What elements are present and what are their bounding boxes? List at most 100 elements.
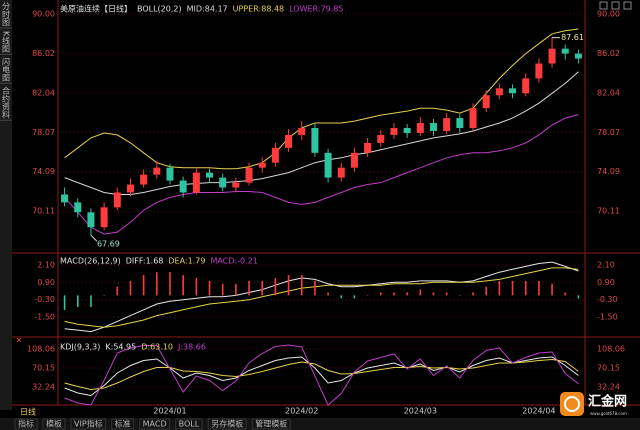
histogram-bar: [472, 292, 474, 296]
y-tick-label: 70.15: [32, 363, 55, 372]
panel-title: 美原油连续【日线】: [60, 4, 132, 14]
histogram-bar: [116, 286, 119, 296]
bottom-tab[interactable]: MACD: [143, 420, 167, 429]
window-button[interactable]: [599, 1, 608, 10]
window-button[interactable]: [611, 1, 620, 10]
candle-body: [495, 88, 503, 96]
histogram-bar: [156, 272, 158, 296]
bottom-tab[interactable]: 标准: [115, 419, 131, 429]
period-label[interactable]: 日线: [20, 407, 36, 417]
series-line: [64, 356, 579, 397]
histogram-bar: [485, 286, 487, 296]
x-tick-label: 2024/01: [153, 407, 186, 416]
y-tick-label: 86.02: [32, 49, 55, 58]
x-tick-label: 2024/02: [285, 407, 318, 416]
extreme-pointer: [90, 234, 98, 242]
y-tick-label: 2.10: [597, 260, 615, 269]
bottom-tab[interactable]: 模板: [46, 419, 62, 429]
close-icon[interactable]: [16, 337, 22, 343]
histogram-bar: [208, 280, 211, 296]
tab-frame: [207, 418, 247, 430]
histogram-bar: [511, 280, 514, 296]
histogram-bar: [445, 292, 448, 296]
y-tick-label: 78.07: [597, 128, 620, 137]
y-tick-label: 2.10: [37, 260, 55, 269]
y-tick-label: 74.09: [32, 167, 55, 176]
y-tick-label: 86.02: [597, 49, 620, 58]
candle-body: [166, 167, 174, 181]
y-tick-label: 70.11: [32, 207, 55, 216]
histogram-bar: [300, 275, 303, 296]
series-line: [64, 358, 579, 391]
histogram-bar: [551, 283, 553, 296]
series-line: [64, 344, 579, 406]
candle-body: [522, 78, 530, 94]
histogram-bar: [63, 295, 66, 310]
candle-body: [87, 212, 95, 228]
candle-body: [61, 194, 69, 203]
bottom-tab[interactable]: BOLL: [179, 420, 200, 429]
candle-body: [390, 127, 398, 135]
y-tick-label: 32.24: [32, 382, 55, 391]
low-label: 67.69: [97, 240, 120, 249]
candle-body: [509, 88, 517, 94]
tab-frame: [175, 418, 203, 430]
candle-body: [324, 152, 332, 178]
legend-entry: LOWER:79.85: [289, 5, 343, 14]
bottom-tab[interactable]: 另存模板: [211, 419, 243, 429]
y-tick-label: 70.11: [597, 207, 620, 216]
histogram-bar: [577, 295, 580, 299]
candle-body: [469, 108, 477, 128]
histogram-bar: [103, 295, 105, 296]
candle-body: [548, 48, 556, 64]
y-tick-label: -0.30: [34, 295, 55, 304]
y-tick-label: 74.09: [597, 167, 620, 176]
y-tick-label: 70.15: [597, 363, 620, 372]
y-tick-label: 78.07: [32, 128, 55, 137]
candle-body: [285, 134, 293, 148]
legend-entry: DEA:1.79: [168, 257, 205, 266]
tab-frame: [251, 418, 291, 430]
window-button[interactable]: [623, 1, 632, 10]
logo-text: 汇金网: [588, 394, 627, 410]
side-tab[interactable]: 合约资料: [2, 85, 11, 119]
bottom-tab[interactable]: 管理模板: [255, 419, 287, 429]
candle-body: [206, 172, 214, 178]
histogram-bar: [129, 280, 132, 296]
candle-body: [271, 147, 279, 163]
histogram-bar: [459, 295, 461, 296]
y-tick-label: 82.04: [32, 88, 55, 97]
candle-body: [482, 95, 490, 109]
candle-body: [113, 192, 121, 208]
y-tick-label: -1.50: [34, 313, 55, 322]
histogram-bar: [169, 272, 171, 296]
y-tick-label: -0.30: [597, 295, 618, 304]
histogram-bar: [340, 295, 343, 299]
x-tick-label: 2024/04: [522, 407, 555, 416]
histogram-bar: [419, 289, 422, 296]
series-line: [64, 267, 579, 328]
logo-url: www.gold678.com: [590, 411, 627, 416]
candle-body: [429, 123, 437, 131]
bottom-tab[interactable]: VIP指标: [74, 419, 103, 429]
side-strip: [0, 0, 12, 410]
histogram-bar: [248, 280, 250, 296]
bottom-tabs: 指标 模板 VIP指标 标准 MACD BOLL 另存模板 管理模板: [14, 418, 291, 430]
side-tab[interactable]: 分时图: [2, 2, 11, 27]
side-tab[interactable]: 闪电图: [2, 57, 11, 82]
histogram-bar: [142, 275, 145, 296]
candle-body: [364, 142, 372, 153]
candle-body: [74, 202, 82, 213]
histogram-bar: [221, 283, 224, 296]
side-tab[interactable]: K线图: [2, 31, 11, 53]
bottom-tab[interactable]: 指标: [18, 419, 34, 429]
histogram-bar: [406, 292, 408, 296]
y-tick-label: 32.24: [597, 382, 620, 391]
histogram-bar: [261, 280, 264, 296]
panel-title: MACD(26,12,9): [60, 257, 121, 266]
histogram-bar: [393, 292, 395, 296]
y-tick-label: 0.90: [597, 278, 615, 287]
y-tick-label: 108.06: [27, 344, 55, 353]
